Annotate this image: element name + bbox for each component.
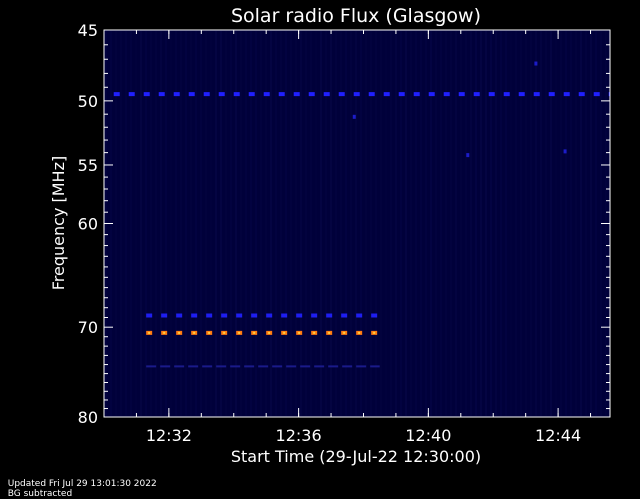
y-tick-label: 55 <box>78 156 98 175</box>
emission-blip <box>534 61 538 66</box>
y-tick-label: 50 <box>78 92 98 111</box>
x-tick-label: 12:36 <box>276 426 322 445</box>
background-note: BG subtracted <box>7 489 73 499</box>
axis-tick-labels: 45 50 55 60 70 80 12:32 12:36 12:40 12:44 <box>78 21 582 445</box>
y-tick-label: 80 <box>78 408 98 427</box>
emission-blip <box>352 114 356 119</box>
spectrogram-chart: 45 50 55 60 70 80 12:32 12:36 12:40 12:44 Solar r… <box>49 5 611 466</box>
y-tick-label: 70 <box>78 318 98 337</box>
y-axis-label: Frequency [MHz] <box>49 156 68 290</box>
y-tick-label: 60 <box>78 215 98 234</box>
noise-streaks <box>105 31 607 416</box>
emission-blip <box>466 153 470 158</box>
x-tick-label: 12:32 <box>146 426 192 445</box>
chart-title: Solar radio Flux (Glasgow) <box>231 5 481 27</box>
emission-blip <box>563 149 567 154</box>
updated-timestamp: Updated Fri Jul 29 13:01:30 2022 <box>7 479 157 489</box>
x-tick-label: 12:44 <box>535 426 581 445</box>
plot-background <box>104 30 610 417</box>
x-axis-label: Start Time (29-Jul-22 12:30:00) <box>231 447 481 466</box>
emission-features <box>113 61 610 368</box>
x-tick-label: 12:40 <box>405 426 451 445</box>
axis-ticks <box>104 29 610 418</box>
status-footer: Updated Fri Jul 29 13:01:30 2022 BG subt… <box>2 469 165 499</box>
y-tick-label: 45 <box>78 21 98 40</box>
